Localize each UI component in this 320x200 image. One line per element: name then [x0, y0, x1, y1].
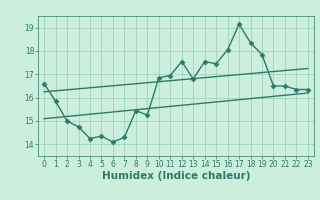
X-axis label: Humidex (Indice chaleur): Humidex (Indice chaleur) [102, 171, 250, 181]
